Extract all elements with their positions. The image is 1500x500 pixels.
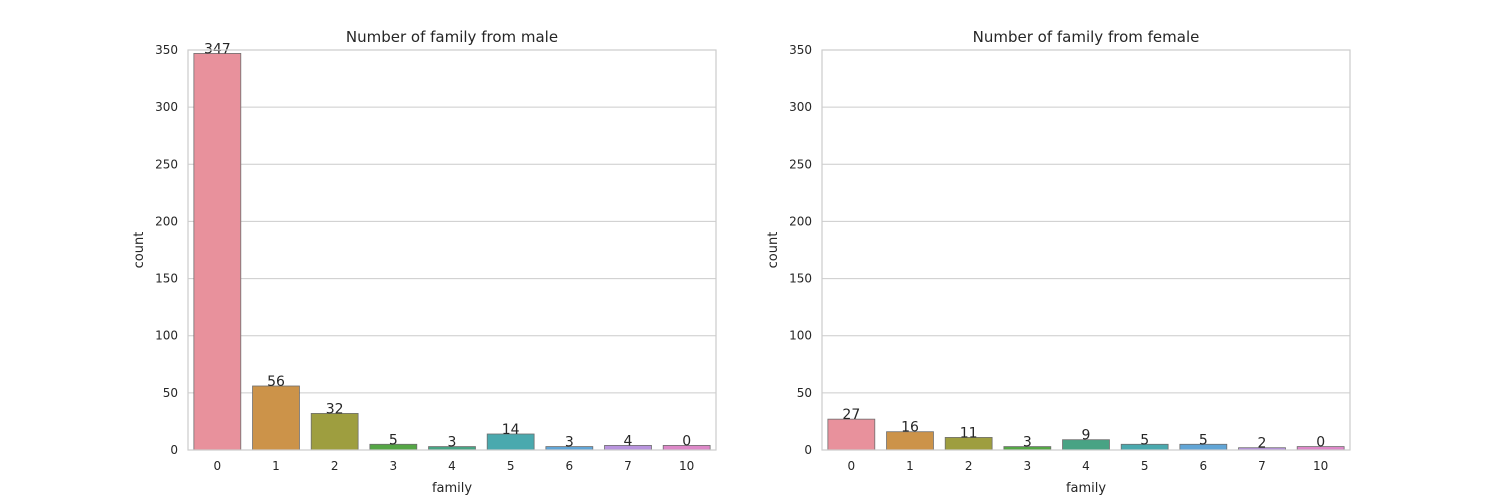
x-tick-label: 1: [272, 459, 280, 473]
y-tick-label: 0: [170, 443, 178, 457]
data-label: 56: [267, 374, 285, 390]
y-tick-label: 100: [789, 329, 812, 343]
bar: [193, 53, 242, 451]
x-tick-label: 7: [1258, 459, 1266, 473]
data-label: 9: [1082, 428, 1091, 444]
plot-frame: [821, 49, 1351, 451]
data-label: 16: [901, 420, 919, 436]
data-label: 5: [1199, 432, 1208, 448]
x-tick-label: 4: [448, 459, 456, 473]
data-label: 3: [1023, 435, 1032, 451]
data-label: 0: [682, 433, 691, 449]
x-axis-label: family: [432, 481, 472, 496]
data-label: 5: [389, 432, 398, 448]
x-tick-label: 4: [1082, 459, 1090, 473]
x-tick-label: 1: [906, 459, 914, 473]
x-tick-label: 2: [965, 459, 973, 473]
bar: [827, 418, 876, 451]
y-axis-label: count: [766, 232, 781, 269]
x-tick-label: 6: [1200, 459, 1208, 473]
y-tick-label: 0: [804, 443, 812, 457]
male-family-chart: Number of family from male family count …: [132, 28, 717, 496]
x-tick-label: 3: [1024, 459, 1032, 473]
chart-title: Number of family from female: [973, 28, 1200, 46]
data-label: 11: [960, 425, 978, 441]
chart-title: Number of family from male: [346, 28, 558, 46]
data-label: 3: [565, 435, 574, 451]
x-tick-label: 5: [1141, 459, 1149, 473]
data-label: 0: [1316, 435, 1325, 451]
y-tick-label: 300: [789, 100, 812, 114]
x-tick-label: 10: [679, 459, 694, 473]
plot-frame: [187, 49, 717, 451]
y-tick-label: 250: [155, 157, 178, 171]
y-axis-label: count: [132, 232, 147, 269]
bar: [310, 413, 359, 451]
x-tick-label: 5: [507, 459, 515, 473]
data-label: 14: [502, 422, 520, 438]
gridlines: [822, 49, 1350, 451]
data-label: 27: [842, 407, 860, 423]
bar: [252, 385, 300, 451]
x-axis-label: family: [1066, 481, 1106, 496]
y-tick-label: 50: [797, 386, 812, 400]
y-tick-label: 350: [155, 43, 178, 57]
y-tick-label: 50: [163, 386, 178, 400]
data-label: 32: [326, 401, 344, 417]
x-tick-label: 7: [624, 459, 632, 473]
female-family-chart: Number of family from female family coun…: [766, 28, 1351, 496]
y-tick-label: 200: [155, 214, 178, 228]
x-tick-label: 0: [214, 459, 222, 473]
y-tick-label: 300: [155, 100, 178, 114]
data-label: 4: [624, 433, 633, 449]
data-label: 2: [1258, 436, 1267, 452]
y-tick-label: 150: [789, 272, 812, 286]
data-label: 5: [1140, 432, 1149, 448]
y-tick-label: 150: [155, 272, 178, 286]
x-tick-label: 0: [848, 459, 856, 473]
y-tick-label: 250: [789, 157, 812, 171]
x-tick-label: 6: [566, 459, 574, 473]
y-tick-label: 100: [155, 329, 178, 343]
y-tick-label: 350: [789, 43, 812, 57]
x-tick-label: 10: [1313, 459, 1328, 473]
x-tick-label: 3: [390, 459, 398, 473]
x-tick-label: 2: [331, 459, 339, 473]
data-label: 3: [448, 435, 457, 451]
y-tick-label: 200: [789, 214, 812, 228]
